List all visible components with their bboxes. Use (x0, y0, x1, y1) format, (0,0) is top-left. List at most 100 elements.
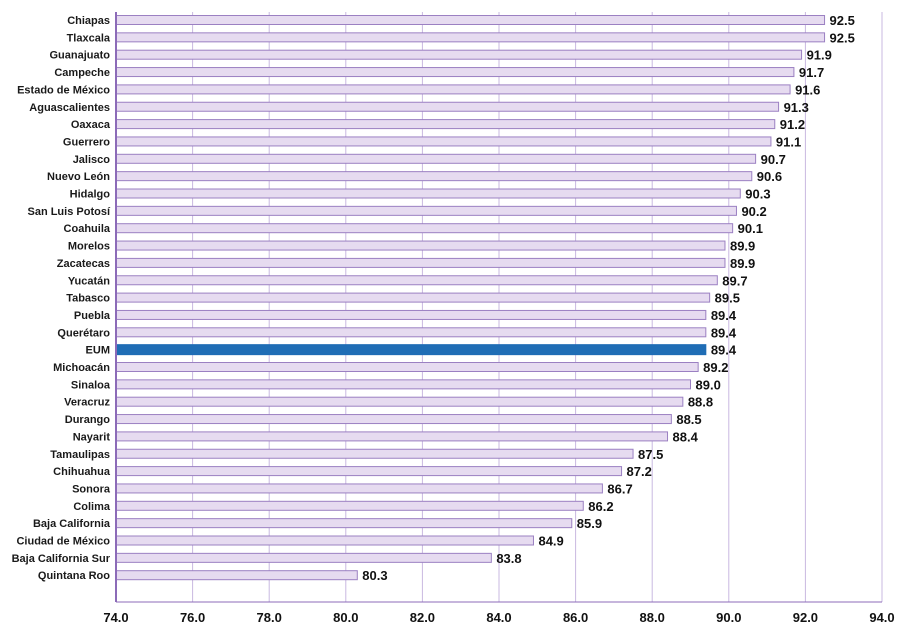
x-tick-label: 82.0 (410, 610, 435, 625)
value-label: 87.2 (627, 464, 652, 479)
category-label: Quintana Roo (38, 570, 110, 582)
category-label: Baja California Sur (12, 553, 111, 565)
value-labels: 92.5 92.5 91.9 91.7 91.6 91.3 91.2 91.1 90.7 90.6… (362, 13, 855, 583)
value-label: 80.3 (362, 568, 387, 583)
category-label: Coahuila (64, 223, 111, 235)
grid-lines (192, 12, 883, 602)
bar (115, 500, 584, 511)
category-label: Morelos (68, 241, 110, 253)
category-label: Tlaxcala (67, 32, 111, 44)
x-tick-label: 78.0 (257, 610, 282, 625)
x-tick-label: 74.0 (103, 610, 128, 625)
bar (115, 483, 603, 494)
bar (115, 67, 795, 78)
bar (115, 188, 741, 199)
bar (115, 396, 684, 407)
category-label: Querétaro (57, 327, 110, 339)
value-label: 83.8 (496, 551, 521, 566)
category-label: Hidalgo (70, 189, 111, 201)
bar (115, 32, 826, 43)
category-labels: Chiapas Tlaxcala Guanajuato Campeche Estado … (12, 15, 111, 582)
value-label: 90.3 (745, 187, 770, 202)
bar (115, 362, 699, 372)
bar (115, 448, 634, 459)
bar (115, 101, 780, 112)
bar (115, 292, 711, 303)
category-label: Nayarit (73, 431, 111, 443)
category-label: Oaxaca (71, 119, 111, 131)
x-tick-label: 88.0 (640, 610, 665, 625)
value-label: 89.9 (730, 239, 755, 254)
value-label: 86.7 (607, 481, 632, 496)
value-label: 90.6 (757, 169, 782, 184)
bar (115, 552, 492, 563)
x-tick-label: 84.0 (486, 610, 511, 625)
value-label: 88.8 (688, 395, 713, 410)
category-label: Guerrero (63, 136, 110, 148)
x-tick-label: 86.0 (563, 610, 588, 625)
category-label: Veracruz (64, 397, 110, 409)
x-tick-labels: 74.0 76.0 78.0 80.0 82.0 84.0 86.0 88.0 90.0 92.0… (103, 610, 894, 625)
category-label: Aguascalientes (29, 102, 110, 114)
bars (115, 15, 826, 581)
category-label: Colima (73, 501, 111, 513)
bar (115, 205, 737, 216)
bar (115, 414, 672, 425)
bar (115, 119, 776, 130)
bar (115, 257, 726, 268)
value-label: 91.6 (795, 82, 820, 97)
bar (115, 84, 791, 95)
value-label: 91.9 (807, 48, 832, 63)
bar (115, 171, 753, 182)
category-label: Guanajuato (49, 50, 110, 62)
category-label: EUM (86, 345, 110, 357)
value-label: 92.5 (830, 30, 855, 45)
value-label: 84.9 (538, 534, 563, 549)
value-label: 89.4 (711, 343, 737, 358)
x-tick-label: 76.0 (180, 610, 205, 625)
category-label: Campeche (54, 67, 110, 79)
bar (115, 535, 534, 546)
category-label: Sonora (72, 483, 111, 495)
bar (115, 136, 772, 147)
value-label: 89.5 (715, 291, 740, 306)
value-label: 90.1 (738, 221, 763, 236)
bar (115, 379, 691, 390)
value-label: 89.0 (696, 377, 721, 392)
value-label: 91.3 (784, 100, 809, 115)
bar (115, 240, 726, 251)
bar (115, 431, 669, 442)
category-label: Puebla (74, 310, 111, 322)
value-label: 89.2 (703, 360, 728, 375)
value-label: 88.5 (676, 412, 701, 427)
value-label: 85.9 (577, 516, 602, 531)
bar (115, 466, 623, 477)
bar (115, 153, 757, 164)
category-label: Baja California (33, 518, 111, 530)
value-label: 89.4 (711, 325, 737, 340)
bar (115, 223, 734, 234)
value-label: 88.4 (673, 429, 699, 444)
value-label: 86.2 (588, 499, 613, 514)
bar (115, 309, 707, 320)
bar (115, 15, 826, 25)
category-label: Sinaloa (71, 379, 111, 391)
category-label: San Luis Potosí (27, 206, 110, 218)
category-label: Ciudad de México (16, 536, 110, 548)
value-label: 89.7 (722, 273, 747, 288)
value-label: 92.5 (830, 13, 855, 28)
value-label: 89.9 (730, 256, 755, 271)
category-label: Michoacán (53, 362, 110, 374)
x-tick-label: 92.0 (793, 610, 818, 625)
value-label: 91.2 (780, 117, 805, 132)
value-label: 90.7 (761, 152, 786, 167)
category-label: Durango (65, 414, 111, 426)
category-label: Tabasco (66, 293, 110, 305)
category-label: Yucatán (68, 275, 110, 287)
x-tick-label: 94.0 (869, 610, 894, 625)
category-label: Tamaulipas (50, 449, 110, 461)
category-label: Estado de México (17, 84, 110, 96)
bar (115, 275, 718, 286)
bar (115, 570, 358, 581)
